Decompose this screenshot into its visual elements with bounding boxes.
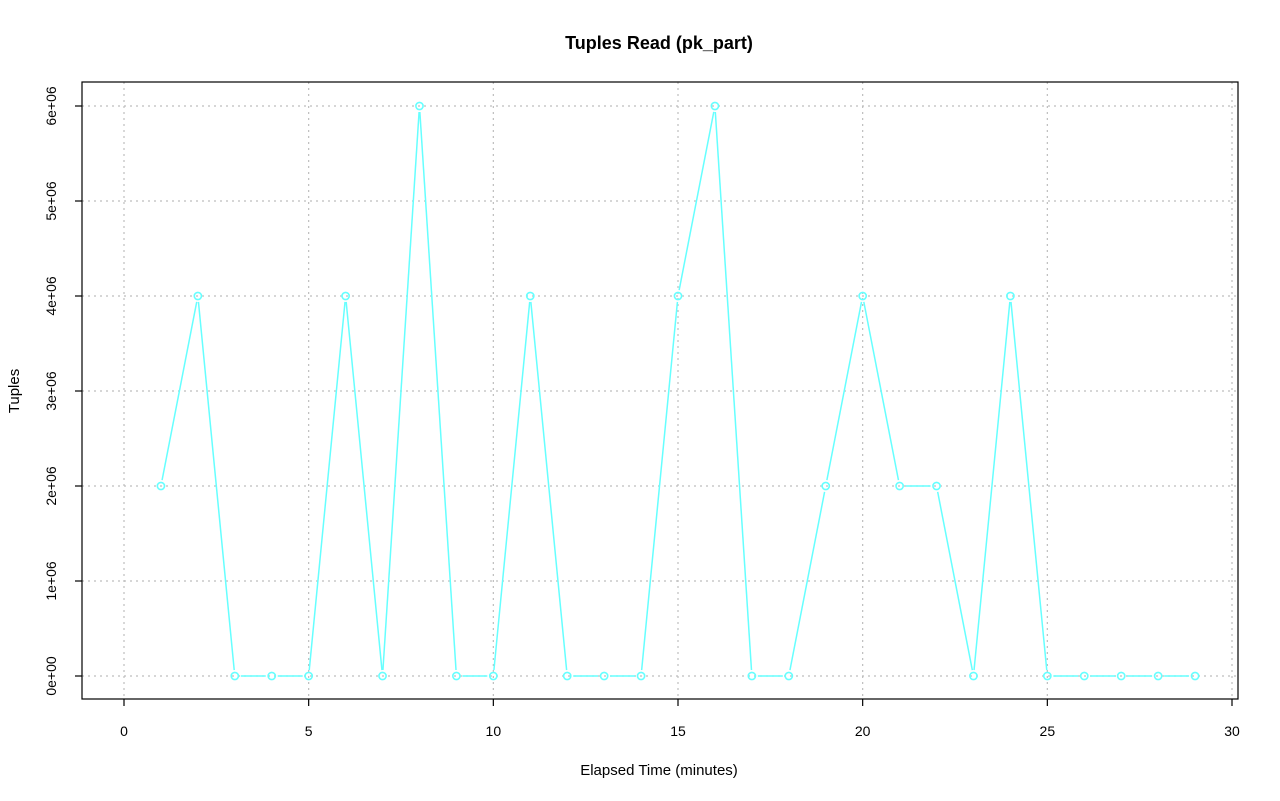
series-line-segment <box>161 301 198 481</box>
series-line-segment <box>678 111 715 291</box>
data-point <box>1153 671 1163 681</box>
series-line-segment <box>863 301 900 481</box>
series-line-segment <box>973 301 1011 671</box>
chart-title: Tuples Read (pk_part) <box>565 33 753 53</box>
data-point <box>267 671 277 681</box>
data-point <box>1116 671 1126 681</box>
series-line-segment <box>197 301 235 671</box>
data-point <box>451 671 461 681</box>
x-axis-label: Elapsed Time (minutes) <box>580 762 738 779</box>
x-tick-label: 0 <box>120 723 128 739</box>
series-line-segment <box>1010 301 1048 671</box>
data-point <box>193 291 203 301</box>
x-tick-label: 5 <box>305 723 313 739</box>
data-point <box>156 481 166 491</box>
y-tick-label: 0e+00 <box>43 656 59 696</box>
data-point <box>710 101 720 111</box>
data-point <box>1190 671 1200 681</box>
series-line-segment <box>826 301 863 481</box>
data-point <box>415 101 424 111</box>
series-line-segment <box>936 491 974 671</box>
series <box>156 101 1200 681</box>
data-point <box>858 291 868 301</box>
series-line-segment <box>493 301 531 671</box>
data-point <box>230 671 240 681</box>
y-tick-label: 5e+06 <box>43 181 59 221</box>
y-tick-label: 2e+06 <box>43 466 59 506</box>
series-line-segment <box>419 111 457 671</box>
series-line-segment <box>789 491 826 671</box>
data-point <box>562 671 572 681</box>
data-point <box>525 291 535 301</box>
series-line-segment <box>530 301 568 671</box>
y-tick-label: 1e+06 <box>43 561 59 601</box>
data-point <box>488 671 498 681</box>
series-line-segment <box>345 301 383 671</box>
series-line-segment <box>308 301 346 671</box>
data-point <box>747 671 757 681</box>
data-point <box>1042 671 1052 681</box>
data-point <box>304 671 314 681</box>
data-point <box>599 671 609 681</box>
x-tick-label: 10 <box>486 723 502 739</box>
series-line-segment <box>714 111 753 671</box>
data-point <box>821 481 831 491</box>
data-point <box>932 481 941 491</box>
series-line-segment <box>640 301 679 671</box>
data-point <box>895 481 904 491</box>
data-point <box>1006 291 1015 301</box>
data-point <box>1079 671 1089 681</box>
y-tick-label: 4e+06 <box>43 276 59 316</box>
data-point <box>378 671 387 681</box>
y-axis: 0e+00 1e+06 2e+06 3e+06 4e+06 5e+06 6e+06 <box>43 86 82 696</box>
data-point <box>341 291 350 301</box>
y-axis-label: Tuples <box>6 369 23 413</box>
series-line-segment <box>382 111 420 671</box>
x-tick-label: 25 <box>1040 723 1056 739</box>
data-point <box>673 291 683 301</box>
x-axis: 0 5 10 15 20 25 30 <box>120 699 1240 739</box>
y-tick-label: 6e+06 <box>43 86 59 126</box>
data-point <box>969 671 978 681</box>
x-tick-label: 20 <box>855 723 871 739</box>
x-tick-label: 15 <box>670 723 686 739</box>
data-point <box>784 671 794 681</box>
y-tick-label: 3e+06 <box>43 371 59 411</box>
x-tick-label: 30 <box>1224 723 1240 739</box>
grid <box>82 82 1238 699</box>
data-point <box>636 671 646 681</box>
